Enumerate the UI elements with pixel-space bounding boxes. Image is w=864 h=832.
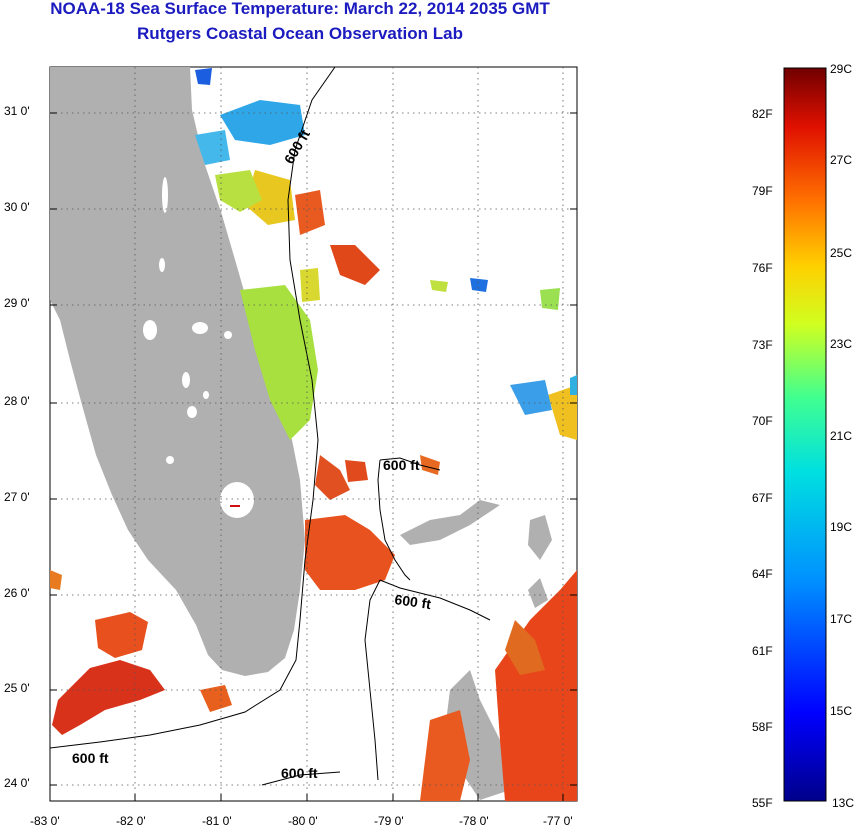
lon-label: -78 0': [459, 814, 489, 828]
colorbar-f-label: 55F: [752, 796, 773, 810]
lat-label: 29 0': [4, 296, 30, 310]
lat-label: 26 0': [4, 586, 30, 600]
colorbar-f-label: 82F: [752, 107, 773, 121]
lon-label: -81 0': [202, 814, 232, 828]
colorbar-c-label: 29C: [830, 62, 853, 76]
florida-land: [50, 67, 305, 676]
colorbar-c-label: 17C: [830, 612, 853, 626]
colorbar-f-label: 64F: [752, 567, 773, 581]
lon-label: -77 0': [543, 814, 573, 828]
colorbar-c-label: 21C: [830, 429, 853, 443]
lon-label: -79 0': [374, 814, 404, 828]
lat-label: 24 0': [4, 776, 30, 790]
contour-label-southwest: 600 ft: [72, 750, 109, 766]
colorbar-c-label: 19C: [830, 520, 853, 534]
sst-warm-areas: [50, 190, 577, 801]
colorbar: [783, 67, 827, 802]
lat-label: 31 0': [4, 104, 30, 118]
colorbar-c-label: 27C: [830, 153, 853, 167]
colorbar-c-label: 15C: [830, 704, 853, 718]
contour-label-south: 600 ft: [281, 765, 318, 781]
contour-label-east: 600 ft: [394, 591, 433, 612]
lat-label: 30 0': [4, 200, 30, 214]
colorbar-f-label: 70F: [752, 414, 773, 428]
colorbar-f-label: 61F: [752, 644, 773, 658]
colorbar-c-label: 25C: [830, 246, 853, 260]
colorbar-c-label: 23C: [830, 337, 853, 351]
lon-label: -82 0': [116, 814, 146, 828]
axis-ticks: [50, 112, 577, 801]
inland-lakes: [143, 177, 232, 464]
lake-okeechobee: [220, 482, 254, 518]
map-subtitle: Rutgers Coastal Ocean Observation Lab: [137, 24, 463, 43]
lon-label: -80 0': [288, 814, 318, 828]
colorbar-f-label: 58F: [752, 720, 773, 734]
colorbar-f-label: 73F: [752, 338, 773, 352]
sst-mid-areas: [215, 170, 577, 440]
colorbar-c-label: 13C: [832, 796, 855, 810]
depth-contours: [50, 67, 491, 786]
lat-label: 27 0': [4, 490, 30, 504]
graticule: [50, 67, 577, 801]
colorbar-f-label: 76F: [752, 261, 773, 275]
colorbar-f-label: 67F: [752, 491, 773, 505]
lon-label: -83 0': [30, 814, 60, 828]
lat-label: 28 0': [4, 394, 30, 408]
map-title: NOAA-18 Sea Surface Temperature: March 2…: [50, 0, 550, 18]
lat-label: 25 0': [4, 681, 30, 695]
contour-label-bahamas: 600 ft: [383, 457, 420, 473]
colorbar-f-label: 79F: [752, 184, 773, 198]
